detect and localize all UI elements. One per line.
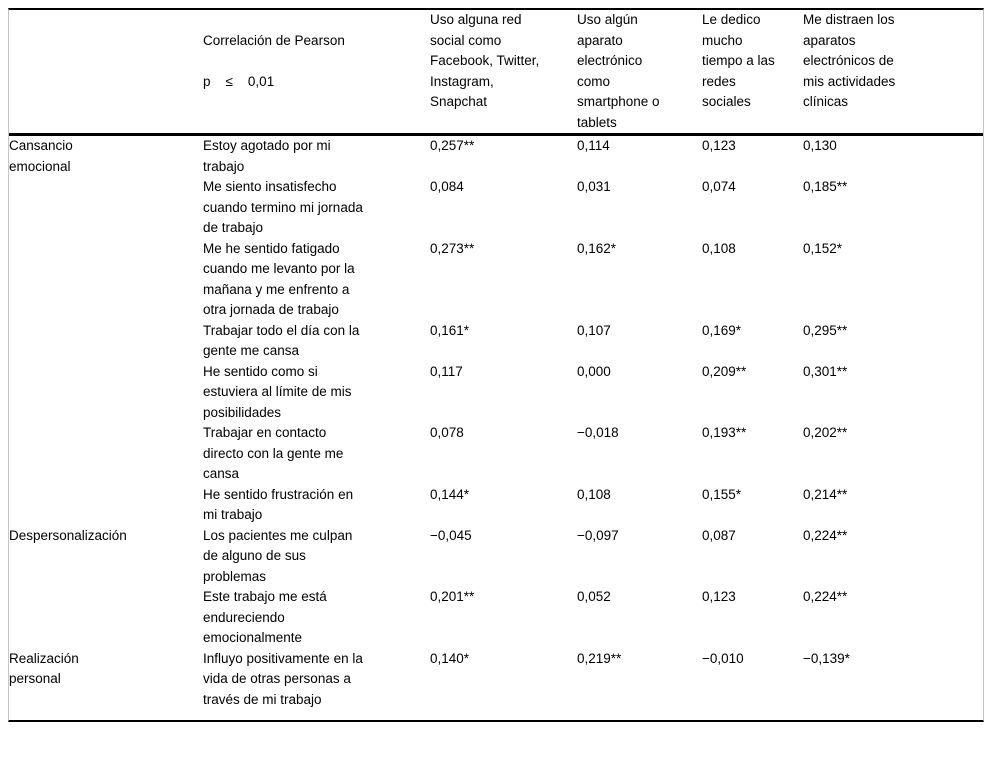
value-cell: 0,108 — [577, 486, 611, 502]
item-label: Los pacientes me culpan de alguno de sus… — [203, 527, 353, 584]
table-row: Trabajar en contacto directo con la gent… — [9, 423, 983, 485]
header-col-aparato-electronico: Uso algún aparato electrónico como smart… — [577, 12, 660, 130]
header-col-red-social: Uso alguna red social como Facebook, Twi… — [430, 12, 540, 109]
value-cell: 0,107 — [577, 322, 611, 338]
table-row: Me he sentido fatigado cuando me levanto… — [9, 239, 983, 321]
value-cell: 0,123 — [702, 138, 736, 153]
value-cell: 0,162* — [577, 240, 617, 256]
value-cell: 0,000 — [577, 363, 611, 379]
value-cell: 0,201** — [430, 589, 475, 604]
value-cell: −0,045 — [430, 527, 472, 543]
table-row: Me siento insatisfecho cuando termino mi… — [9, 177, 983, 239]
group-label — [9, 485, 203, 526]
group-label — [9, 177, 203, 239]
value-cell: −0,097 — [577, 527, 619, 543]
value-cell: 0,161* — [430, 322, 470, 338]
value-cell: 0,185** — [803, 179, 848, 194]
value-cell: 0,224** — [803, 527, 848, 543]
value-cell: −0,010 — [702, 650, 744, 666]
value-cell: 0,114 — [577, 138, 610, 153]
value-cell: 0,140* — [430, 650, 470, 666]
value-cell: 0,273** — [430, 240, 475, 256]
table-header-row: Correlación de Pearson p ≤ 0,01 Uso algu… — [9, 10, 983, 135]
group-label — [9, 587, 203, 649]
group-label: Realización personal — [9, 650, 79, 687]
item-label: Influyo positivamente en la vida de otra… — [203, 650, 363, 707]
value-cell: 0,169* — [702, 322, 742, 338]
item-label: Trabajar todo el día con la gente me can… — [203, 322, 360, 359]
header-p-threshold-label: p ≤ 0,01 — [203, 73, 275, 89]
value-cell: 0,152* — [803, 240, 843, 256]
header-col-distraen-aparatos: Me distraen los aparatos electrónicos de… — [803, 12, 896, 109]
value-cell: 0,224** — [803, 589, 848, 604]
value-cell: 0,052 — [577, 589, 611, 604]
value-cell: 0,257** — [430, 138, 475, 153]
value-cell: 0,144* — [430, 486, 470, 502]
item-label: Este trabajo me está endureciendo emocio… — [203, 589, 327, 645]
table-row: Realización personal Influyo positivamen… — [9, 649, 983, 721]
value-cell: −0,139* — [803, 650, 850, 666]
pearson-correlation-table: Correlación de Pearson p ≤ 0,01 Uso algu… — [9, 10, 983, 720]
value-cell: −0,018 — [577, 425, 619, 440]
item-label: Trabajar en contacto directo con la gent… — [203, 425, 344, 481]
value-cell: 0,130 — [803, 138, 837, 153]
value-cell: 0,202** — [803, 425, 848, 440]
item-label: Me siento insatisfecho cuando termino mi… — [203, 179, 363, 235]
correlation-table: Correlación de Pearson p ≤ 0,01 Uso algu… — [8, 8, 984, 722]
value-cell: 0,209** — [702, 363, 747, 379]
value-cell: 0,084 — [430, 179, 464, 194]
group-label — [9, 423, 203, 485]
group-label: Cansancio emocional — [9, 138, 73, 174]
header-stat-label: Correlación de Pearson — [203, 32, 345, 48]
value-cell: 0,108 — [702, 240, 736, 256]
value-cell: 0,219** — [577, 650, 622, 666]
item-label: Me he sentido fatigado cuando me levanto… — [203, 240, 355, 318]
item-label: He sentido como si estuviera al límite d… — [203, 363, 352, 420]
value-cell: 0,087 — [702, 527, 736, 543]
value-cell: 0,117 — [430, 363, 463, 379]
group-label — [9, 362, 203, 424]
header-col-tiempo-redes: Le dedico mucho tiempo a las redes socia… — [702, 12, 775, 109]
table-row: Este trabajo me está endureciendo emocio… — [9, 587, 983, 649]
value-cell: 0,031 — [577, 179, 611, 194]
group-label — [9, 239, 203, 321]
table-row: Trabajar todo el día con la gente me can… — [9, 321, 983, 362]
value-cell: 0,301** — [803, 363, 848, 379]
item-label: Estoy agotado por mi trabajo — [203, 138, 331, 174]
value-cell: 0,078 — [430, 425, 464, 440]
header-corner-cell — [9, 10, 203, 135]
table-row: Despersonalización Los pacientes me culp… — [9, 526, 983, 588]
value-cell: 0,193** — [702, 425, 747, 440]
item-label: He sentido frustración en mi trabajo — [203, 486, 354, 523]
value-cell: 0,214** — [803, 486, 848, 502]
table-row: He sentido frustración en mi trabajo 0,1… — [9, 485, 983, 526]
group-label — [9, 321, 203, 362]
value-cell: 0,295** — [803, 322, 848, 338]
value-cell: 0,123 — [702, 589, 736, 604]
table-row: He sentido como si estuviera al límite d… — [9, 362, 983, 424]
group-label: Despersonalización — [9, 527, 127, 543]
header-stat-cell: Correlación de Pearson p ≤ 0,01 — [203, 10, 430, 135]
value-cell: 0,155* — [702, 486, 742, 502]
value-cell: 0,074 — [702, 179, 736, 194]
table-row: Cansancio emocional Estoy agotado por mi… — [9, 135, 983, 178]
